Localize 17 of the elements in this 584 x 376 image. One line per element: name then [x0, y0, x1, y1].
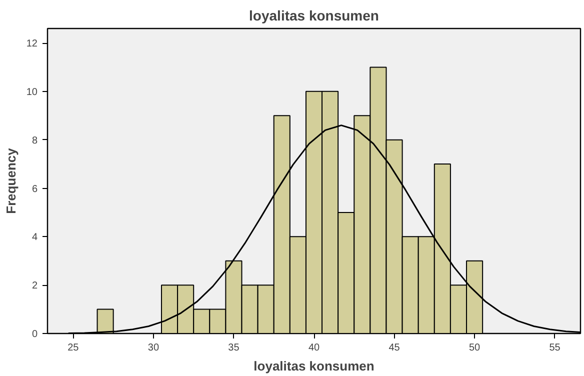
y-tick-label: 12 [26, 38, 38, 50]
x-tick-label: 45 [388, 342, 400, 354]
x-tick-label: 50 [468, 342, 481, 354]
x-tick-label: 35 [228, 342, 240, 354]
y-axis-title: Frequency [3, 147, 18, 214]
x-tick-label: 55 [549, 342, 561, 354]
x-tick-label: 25 [68, 342, 80, 354]
y-tick-label: 2 [32, 280, 38, 292]
y-tick-label: 4 [32, 232, 38, 244]
x-tick-label: 40 [308, 342, 320, 354]
y-tick-label: 10 [26, 86, 38, 98]
y-tick-label: 6 [32, 184, 38, 195]
y-tick-label: 8 [32, 135, 38, 146]
chart-title: loyalitas konsumen [249, 8, 379, 24]
y-tick-label: 0 [32, 329, 38, 340]
x-axis-title: loyalitas konsumen [254, 358, 374, 374]
x-tick-label: 30 [148, 342, 160, 354]
